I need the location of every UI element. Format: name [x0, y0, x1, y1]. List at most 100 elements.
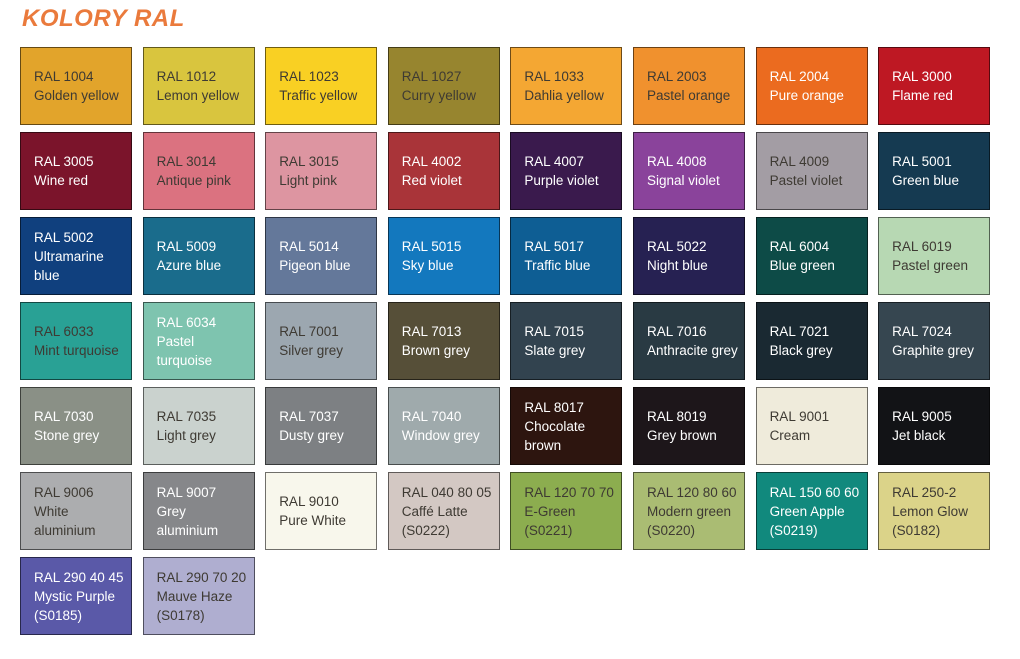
swatch-code: RAL 5015 [401, 239, 462, 254]
color-swatch-ral-9007: RAL 9007 Grey aluminium [142, 472, 255, 550]
swatch-code: RAL 7037 [279, 409, 339, 424]
swatch-name: Chocolate brown [524, 418, 586, 453]
swatch-name: Slate grey [524, 343, 586, 358]
swatch-code: RAL 1012 [156, 69, 217, 84]
swatch-name: Pastel violet [769, 173, 843, 188]
swatch-suffix-code: (S0219) [769, 522, 818, 538]
swatch-name: Flame red [892, 88, 953, 103]
swatch-suffix-code: (S0220) [646, 522, 695, 538]
color-swatch-ral-9010: RAL 9010 Pure White [265, 472, 378, 550]
color-swatch-ral-1033: RAL 1033 Dahlia yellow [510, 47, 623, 125]
color-swatch-ral-5014: RAL 5014 Pigeon blue [265, 217, 378, 295]
color-swatch-ral-7016: RAL 7016 Anthracite grey [632, 302, 745, 380]
swatch-code: RAL 4007 [524, 154, 584, 169]
color-swatch-ral-290-70-20: RAL 290 70 20 Mauve Haze (S0178) [142, 557, 255, 635]
color-swatch-ral-7037: RAL 7037 Dusty grey [265, 387, 378, 465]
swatch-code: RAL 7013 [401, 324, 462, 339]
page-title: KOLORY RAL [22, 5, 185, 32]
swatch-code: RAL 9001 [769, 409, 830, 424]
swatch-name: Black grey [769, 343, 833, 358]
swatch-name: Signal violet [646, 173, 720, 188]
swatch-name: Night blue [646, 258, 708, 273]
swatch-suffix-code: (S0178) [156, 607, 205, 623]
swatch-code: RAL 4009 [769, 154, 830, 169]
color-swatch-ral-120-70-70: RAL 120 70 70 E-Green (S0221) [510, 472, 623, 550]
swatch-suffix-code: (S0221) [524, 522, 573, 538]
swatch-code: RAL 7030 [34, 409, 94, 424]
swatch-name: Pastel green [892, 258, 968, 273]
swatch-name: Traffic blue [524, 258, 591, 273]
swatch-name: Pure orange [769, 88, 844, 103]
swatch-name: Ultramarine blue [34, 248, 104, 283]
swatch-code: RAL 8017 [524, 399, 584, 415]
swatch-name: Green Apple [769, 503, 845, 519]
swatch-name: Sky blue [401, 258, 454, 273]
swatch-code: RAL 6033 [34, 324, 94, 339]
swatch-code: RAL 9010 [279, 494, 339, 509]
swatch-name: Golden yellow [34, 88, 119, 103]
swatch-code: RAL 290 40 45 [34, 569, 124, 585]
color-swatch-ral-3015: RAL 3015 Light pink [265, 132, 378, 210]
swatch-code: RAL 2003 [646, 69, 707, 84]
swatch-name: Mauve Haze [156, 588, 233, 604]
color-swatch-ral-9005: RAL 9005 Jet black [878, 387, 991, 465]
swatch-code: RAL 4002 [401, 154, 462, 169]
swatch-name: Azure blue [156, 258, 222, 273]
swatch-code: RAL 9005 [892, 409, 952, 424]
color-swatch-ral-3005: RAL 3005 Wine red [20, 132, 132, 210]
swatch-name: Silver grey [279, 343, 343, 358]
swatch-code: RAL 1023 [279, 69, 339, 84]
swatch-code: RAL 8019 [646, 409, 707, 424]
color-swatch-ral-9001: RAL 9001 Cream [755, 387, 868, 465]
swatch-name: Grey aluminium [156, 503, 219, 538]
swatch-code: RAL 7015 [524, 324, 584, 339]
swatch-name: Pastel orange [646, 88, 731, 103]
swatch-code: RAL 250-2 [892, 484, 957, 500]
swatch-name: Pure White [279, 513, 346, 528]
swatch-code: RAL 9007 [156, 484, 217, 500]
color-swatch-ral-040-80-05: RAL 040 80 05 Caffé Latte (S0222) [387, 472, 500, 550]
swatch-code: RAL 5022 [646, 239, 707, 254]
swatch-code: RAL 6004 [769, 239, 830, 254]
swatch-name: Antique pink [156, 173, 231, 188]
swatch-name: Traffic yellow [279, 88, 358, 103]
swatch-name: Mint turquoise [34, 343, 119, 358]
swatch-code: RAL 3000 [892, 69, 952, 84]
color-swatch-ral-5002: RAL 5002 Ultramarine blue [20, 217, 132, 295]
color-swatch-ral-150-60-60: RAL 150 60 60 Green Apple (S0219) [755, 472, 868, 550]
color-swatch-ral-6004: RAL 6004 Blue green [755, 217, 868, 295]
swatch-name: White aluminium [34, 503, 96, 538]
swatch-code: RAL 5009 [156, 239, 217, 254]
swatch-code: RAL 5017 [524, 239, 584, 254]
swatch-name: Green blue [892, 173, 959, 188]
color-swatch-ral-7021: RAL 7021 Black grey [755, 302, 868, 380]
swatch-code: RAL 5002 [34, 229, 94, 245]
color-swatch-ral-4009: RAL 4009 Pastel violet [755, 132, 868, 210]
swatch-code: RAL 7021 [769, 324, 830, 339]
color-swatch-ral-7035: RAL 7035 Light grey [142, 387, 255, 465]
color-swatch-ral-6033: RAL 6033 Mint turquoise [20, 302, 132, 380]
swatch-name: Dusty grey [279, 428, 344, 443]
swatch-suffix-code: (S0185) [34, 607, 83, 623]
swatch-code: RAL 5001 [892, 154, 952, 169]
swatch-name: Light grey [156, 428, 216, 443]
swatch-code: RAL 6034 [156, 314, 217, 330]
color-swatch-ral-120-80-60: RAL 120 80 60 Modern green (S0220) [632, 472, 745, 550]
color-swatch-ral-7015: RAL 7015 Slate grey [510, 302, 623, 380]
color-swatch-ral-7040: RAL 7040 Window grey [387, 387, 500, 465]
swatch-name: Curry yellow [401, 88, 477, 103]
color-swatch-ral-8017: RAL 8017 Chocolate brown [510, 387, 623, 465]
swatch-code: RAL 3014 [156, 154, 217, 169]
color-swatch-ral-1004: RAL 1004 Golden yellow [20, 47, 132, 125]
color-swatch-ral-4007: RAL 4007 Purple violet [510, 132, 623, 210]
swatch-name: Window grey [401, 428, 480, 443]
color-swatch-ral-3014: RAL 3014 Antique pink [142, 132, 255, 210]
swatch-name: Purple violet [524, 173, 599, 188]
swatch-code: RAL 7040 [401, 409, 462, 424]
swatch-name: Wine red [34, 173, 89, 188]
color-swatch-ral-250-2: RAL 250-2 Lemon Glow (S0182) [878, 472, 991, 550]
swatch-name: Stone grey [34, 428, 100, 443]
swatch-code: RAL 040 80 05 [401, 484, 492, 500]
swatch-name: Anthracite grey [646, 343, 738, 358]
color-swatch-ral-7024: RAL 7024 Graphite grey [878, 302, 991, 380]
